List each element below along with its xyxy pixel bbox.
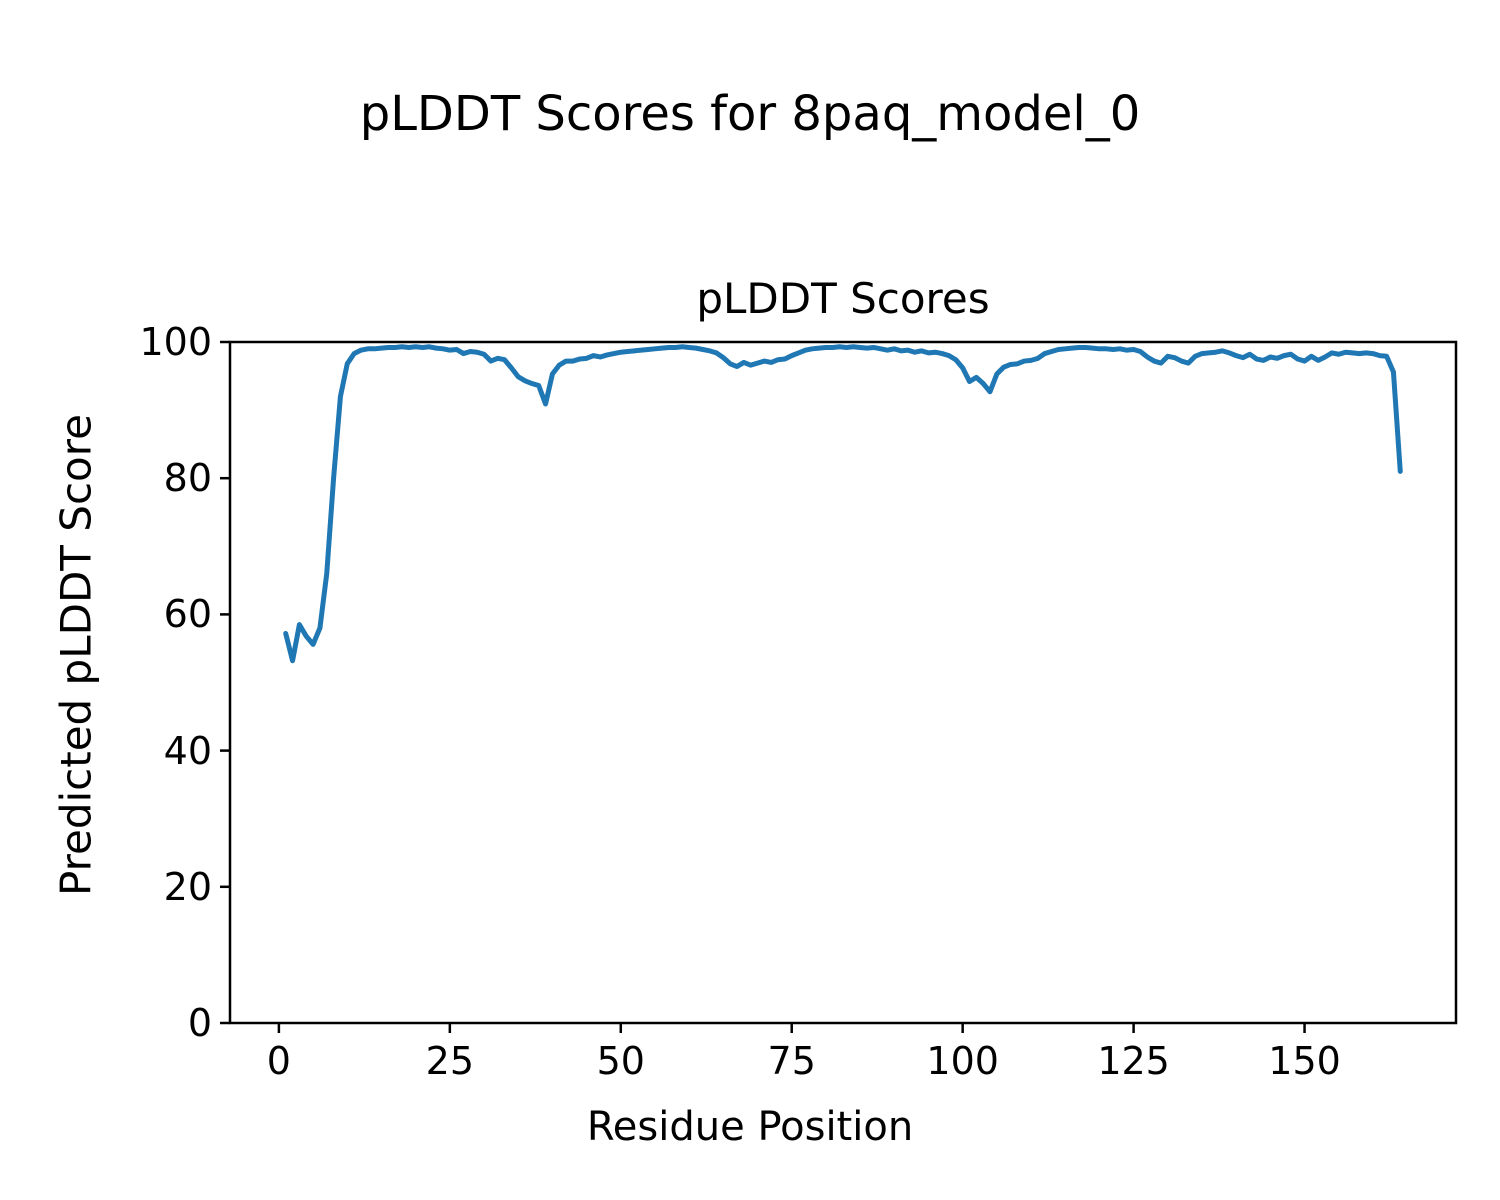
y-tick-label: 80: [163, 456, 212, 501]
tick-marks: [220, 340, 1306, 1033]
y-axis-label: Predicted pLDDT Score: [51, 414, 101, 896]
x-axis-label: Residue Position: [586, 1104, 914, 1150]
figure-suptitle: pLDDT Scores for 8paq_model_0: [359, 86, 1141, 142]
plddt-line: [283, 344, 1403, 664]
x-tick-label: 50: [596, 1039, 645, 1083]
x-tick-label: 75: [767, 1039, 816, 1083]
y-tick-label: 100: [139, 320, 212, 364]
x-tick-label: 100: [926, 1039, 999, 1083]
y-tick-label: 60: [163, 592, 212, 637]
y-tick-label: 40: [163, 728, 212, 773]
x-tick-label: 125: [1097, 1039, 1170, 1083]
y-tick-label: 20: [163, 864, 212, 909]
chart-title: pLDDT Scores: [696, 274, 990, 323]
x-tick-label: 0: [266, 1039, 291, 1083]
x-tick-label: 25: [425, 1039, 475, 1083]
x-tick-label: 150: [1268, 1039, 1341, 1083]
y-tick-label: 0: [187, 1001, 212, 1045]
axes-frame: [228, 340, 1458, 1025]
